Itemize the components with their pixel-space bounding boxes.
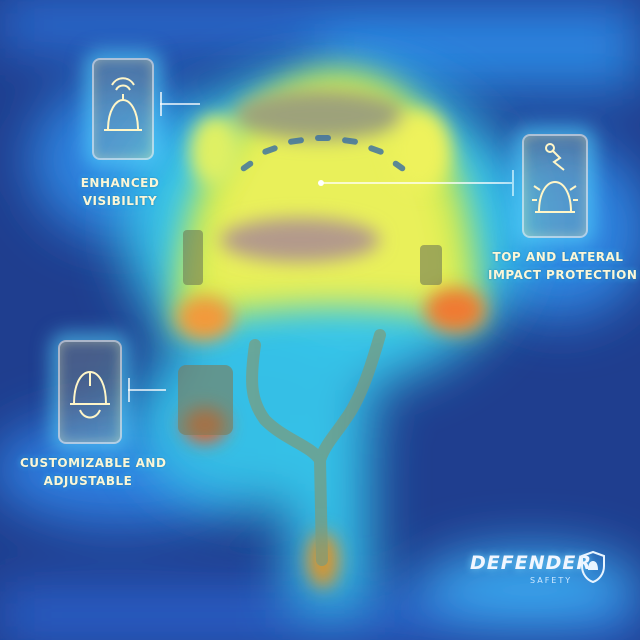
helmet-impact-icon: [532, 143, 578, 213]
helmet-adjust-icon: [70, 370, 110, 419]
helmet-glow-icon: [104, 77, 142, 131]
brand-name: DEFENDER: [470, 552, 592, 574]
adjustable-label: CUSTOMIZABLE AND ADJUSTABLE: [20, 456, 167, 488]
impact-protection-label: TOP AND LATERAL IMPACT PROTECTION: [488, 250, 638, 282]
enhanced-visibility-box: [92, 58, 154, 160]
impact-protection-box: [522, 134, 588, 238]
brand-logo: DEFENDER SAFETY: [470, 550, 610, 600]
brand-tagline: SAFETY: [530, 576, 573, 585]
enhanced-visibility-label: ENHANCED VISIBILITY: [80, 176, 160, 208]
adjustable-box: [58, 340, 122, 444]
shield-icon: [581, 550, 605, 584]
